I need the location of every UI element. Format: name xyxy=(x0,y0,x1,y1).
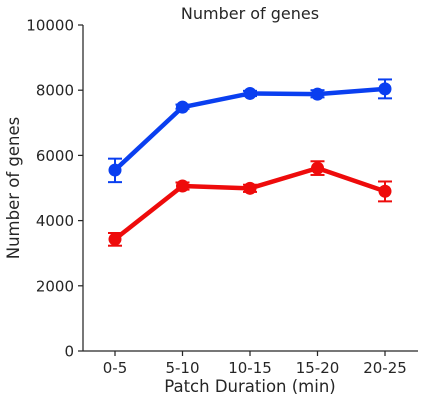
data-point xyxy=(243,86,257,100)
y-axis: 0 2000 4000 6000 8000 10000 xyxy=(26,17,84,361)
data-point xyxy=(108,163,122,177)
series-1 xyxy=(108,160,392,247)
x-tick-label: 15-20 xyxy=(296,359,340,377)
y-tick-label: 4000 xyxy=(36,212,74,230)
chart-title: Number of genes xyxy=(181,4,319,23)
series-0 xyxy=(108,78,392,184)
data-point xyxy=(176,100,189,114)
x-tick-label: 10-15 xyxy=(228,359,272,377)
y-axis-label: Number of genes xyxy=(4,117,23,260)
series-layer xyxy=(108,78,392,247)
data-point xyxy=(108,232,122,246)
y-tick-label: 8000 xyxy=(36,82,74,100)
data-point xyxy=(243,181,257,195)
data-point xyxy=(311,161,324,175)
series-line xyxy=(112,86,388,173)
data-point xyxy=(378,184,392,198)
x-axis: 0-5 5-10 10-15 15-20 20-25 xyxy=(83,350,418,377)
y-tick-label: 6000 xyxy=(36,147,74,165)
x-tick-label: 5-10 xyxy=(165,359,199,377)
y-tick-label: 0 xyxy=(64,343,74,361)
x-axis-label: Patch Duration (min) xyxy=(164,377,335,396)
data-point xyxy=(378,82,392,96)
data-point xyxy=(311,87,324,101)
x-tick-label: 0-5 xyxy=(103,359,128,377)
x-tick-label: 20-25 xyxy=(363,359,407,377)
series-line xyxy=(112,165,388,242)
data-point xyxy=(176,179,189,193)
y-tick-label: 10000 xyxy=(26,17,74,35)
y-tick-label: 2000 xyxy=(36,277,74,295)
